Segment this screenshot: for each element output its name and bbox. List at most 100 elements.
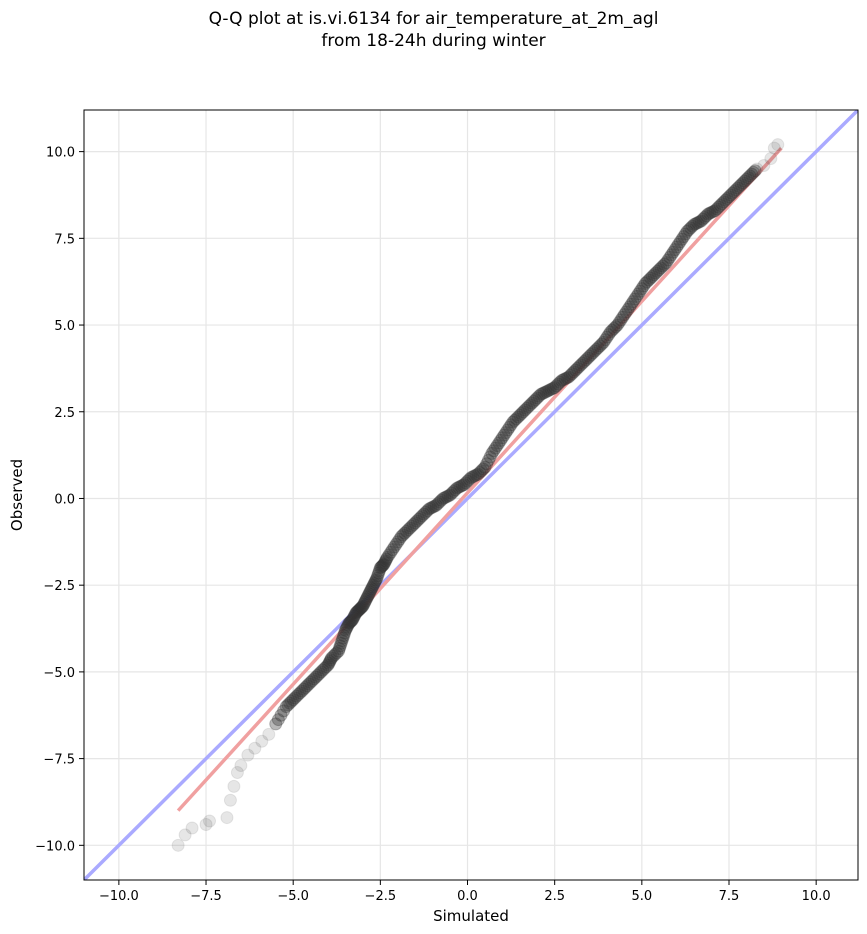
qq-point	[379, 552, 393, 566]
qq-point	[291, 687, 305, 701]
qq-point	[631, 287, 645, 301]
qq-point	[433, 495, 447, 509]
qq-point	[654, 261, 668, 275]
qq-point	[361, 589, 375, 603]
qq-point	[355, 600, 369, 614]
qq-point	[269, 717, 283, 731]
qq-point	[617, 308, 631, 322]
qq-point	[684, 221, 698, 235]
qq-point	[450, 481, 464, 495]
qq-point	[419, 505, 433, 519]
qq-point	[556, 373, 570, 387]
qq-point	[678, 227, 692, 241]
qq-point	[572, 360, 586, 374]
qq-point	[334, 636, 348, 650]
qq-point	[520, 401, 534, 415]
qq-point	[375, 559, 389, 573]
qq-point	[344, 615, 358, 629]
qq-point	[504, 418, 518, 432]
qq-point	[725, 186, 739, 200]
qq-point	[485, 446, 499, 460]
qq-point	[530, 391, 544, 405]
qq-point	[372, 566, 386, 580]
qq-point	[602, 328, 616, 342]
qq-point	[379, 554, 393, 568]
qq-point	[426, 500, 440, 514]
x-axis-ticks: −10.0 −7.5 −5.0 −2.5 0.0 2.5 5.0 7.5 10.0	[99, 880, 831, 904]
qq-point	[706, 204, 720, 218]
qq-point	[614, 313, 628, 327]
qq-point	[637, 279, 651, 293]
qq-point	[537, 386, 551, 400]
qq-point	[455, 478, 469, 492]
qq-point	[619, 305, 633, 319]
qq-point	[490, 439, 504, 453]
qq-point	[380, 550, 394, 564]
qq-point	[666, 245, 680, 259]
qq-point	[680, 224, 694, 238]
y-tick-label: 0.0	[54, 492, 75, 507]
qq-point	[734, 178, 748, 192]
qq-point	[377, 557, 391, 571]
qq-point	[671, 237, 685, 251]
qq-point	[386, 543, 400, 557]
x-tick-label: −2.5	[365, 889, 397, 904]
qq-point	[471, 467, 485, 481]
qq-point	[623, 300, 637, 314]
qq-point	[494, 433, 508, 447]
qq-point	[462, 472, 476, 486]
qq-point	[506, 415, 520, 429]
qq-point	[596, 335, 610, 349]
qq-point	[621, 302, 635, 316]
qq-point	[534, 387, 548, 401]
qq-point	[284, 694, 298, 708]
qq-point	[612, 315, 626, 329]
qq-point	[729, 183, 743, 197]
chart-title-line1: Q-Q plot at is.vi.6134 for air_temperatu…	[208, 9, 659, 29]
chart-title-line2: from 18-24h during winter	[321, 31, 546, 51]
qq-point	[645, 269, 659, 283]
qq-point	[323, 654, 337, 668]
qq-point	[731, 181, 745, 195]
qq-point	[234, 759, 248, 773]
qq-point	[359, 594, 373, 608]
qq-point	[478, 460, 492, 474]
qq-point	[335, 634, 349, 648]
qq-point	[659, 256, 673, 270]
qq-point	[708, 204, 722, 218]
qq-point	[590, 342, 604, 356]
qq-point	[727, 185, 741, 199]
y-tick-label: 2.5	[54, 406, 75, 421]
qq-point	[542, 383, 556, 397]
qq-point	[422, 502, 436, 516]
y-tick-label: −7.5	[43, 753, 75, 768]
qq-point	[745, 167, 759, 181]
plot-frame	[83, 109, 859, 881]
qq-point	[638, 276, 652, 290]
qq-point	[369, 573, 383, 587]
qq-point	[349, 606, 363, 620]
qq-point	[577, 354, 591, 368]
qq-point	[495, 431, 509, 445]
qq-point	[647, 268, 661, 282]
qq-point	[591, 341, 605, 355]
qq-point	[492, 436, 506, 450]
qq-point	[431, 497, 445, 511]
qq-point	[767, 141, 781, 155]
qq-point	[342, 616, 356, 630]
qq-point	[223, 793, 237, 807]
qq-point	[286, 693, 300, 707]
qq-point	[436, 491, 450, 505]
qq-point	[279, 700, 293, 714]
qq-point	[332, 641, 346, 655]
qq-point	[535, 387, 549, 401]
qq-point	[332, 644, 346, 658]
qq-point	[400, 524, 413, 538]
qq-point	[736, 176, 750, 190]
qq-point	[712, 200, 726, 214]
qq-point	[644, 271, 658, 285]
qq-point	[474, 464, 488, 478]
qq-point	[367, 576, 381, 590]
qq-point	[302, 677, 316, 691]
